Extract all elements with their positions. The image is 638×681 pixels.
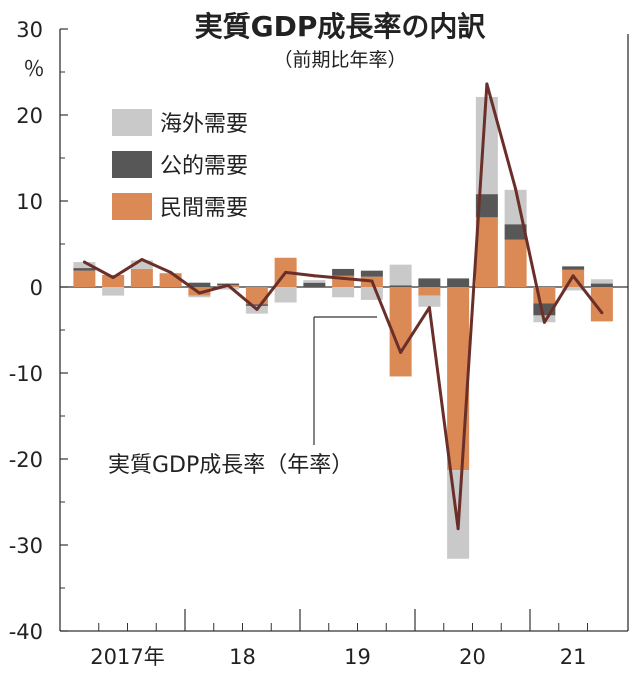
y-tick-label: 10 — [16, 190, 43, 214]
gdp-growth-point — [341, 276, 345, 280]
bar-overseas — [418, 295, 441, 307]
y-tick-label: -10 — [9, 362, 43, 386]
gdp-growth-point — [514, 187, 518, 191]
bar-public — [389, 285, 412, 287]
gdp-line-group — [82, 82, 604, 531]
bar-overseas — [217, 287, 240, 290]
gdp-growth-point — [140, 257, 144, 261]
bar-public — [360, 270, 383, 277]
bar-private — [102, 274, 125, 287]
gdp-growth-point — [485, 82, 489, 86]
x-year-label: 18 — [229, 645, 256, 669]
chart-subtitle: （前期比年率） — [273, 49, 406, 71]
gdp-growth-point — [284, 270, 288, 274]
y-tick-label: 20 — [16, 104, 43, 128]
bar-private — [159, 273, 182, 287]
bar-public — [332, 268, 355, 276]
legend-swatch-private — [112, 193, 152, 220]
bar-public — [303, 282, 326, 287]
gdp-growth-point — [111, 276, 115, 280]
bar-overseas — [102, 287, 125, 296]
bar-overseas — [274, 287, 297, 303]
bar-private — [73, 270, 96, 287]
bar-private — [389, 287, 412, 377]
legend: 海外需要 公的需要 民間需要 — [112, 109, 248, 221]
bar-overseas — [562, 287, 585, 291]
y-tick-label: -20 — [9, 448, 43, 472]
y-unit-label: ％ — [24, 57, 45, 81]
gdp-growth-point — [82, 260, 86, 264]
gdp-growth-point — [542, 320, 546, 324]
bar-private — [590, 287, 613, 322]
gdp-growth-point — [312, 274, 316, 278]
axes: 30 20 10 0 -10 -20 -30 -40 2017年 18 19 20 21 — [9, 18, 629, 669]
bar-public — [475, 194, 498, 218]
bar-public — [418, 278, 441, 287]
bar-private — [130, 268, 153, 287]
gdp-line-label: 実質GDP成長率（年率） — [108, 453, 353, 478]
bar-private — [332, 275, 355, 287]
legend-swatch-public — [112, 151, 152, 178]
gdp-growth-point — [370, 279, 374, 283]
x-year-label: 20 — [459, 645, 486, 669]
x-year-label: 2017年 — [90, 645, 164, 669]
bar-overseas — [332, 287, 355, 298]
bar-public — [188, 282, 211, 287]
bar-overseas — [303, 280, 326, 283]
bars — [73, 96, 613, 559]
bar-overseas — [73, 262, 96, 269]
bar-public — [245, 304, 268, 306]
legend-label-overseas: 海外需要 — [160, 112, 248, 137]
bar-overseas — [188, 295, 211, 298]
bar-overseas — [590, 279, 613, 284]
gdp-growth-point — [571, 274, 575, 278]
gdp-growth-point — [399, 350, 403, 354]
gdp-growth-point — [456, 527, 460, 531]
legend-label-private: 民間需要 — [160, 196, 248, 221]
y-tick-label: -40 — [9, 620, 43, 644]
bar-private — [418, 287, 441, 296]
y-tick-label: -30 — [9, 534, 43, 558]
chart-title: 実質GDP成長率の内訳 — [195, 10, 487, 43]
x-year-label: 19 — [344, 645, 371, 669]
gdp-growth-point — [427, 306, 431, 310]
y-tick-label: 30 — [16, 18, 43, 42]
bar-private — [504, 239, 527, 287]
bar-public — [590, 283, 613, 287]
bar-overseas — [130, 260, 153, 269]
bar-private — [447, 287, 470, 471]
gdp-growth-point — [255, 307, 259, 311]
gdp-growth-point — [226, 283, 230, 287]
bar-overseas — [389, 264, 412, 286]
bar-public — [504, 224, 527, 240]
y-tick-label: 0 — [30, 276, 43, 300]
gdp-growth-point — [600, 311, 604, 315]
bar-public — [562, 266, 585, 270]
gdp-growth-point — [197, 291, 201, 295]
x-year-label: 21 — [560, 645, 587, 669]
bar-public — [447, 278, 470, 287]
legend-swatch-overseas — [112, 109, 152, 136]
gdp-growth-point — [169, 270, 173, 274]
bar-private — [475, 217, 498, 287]
bar-public — [73, 268, 96, 271]
legend-label-public: 公的需要 — [160, 154, 248, 179]
